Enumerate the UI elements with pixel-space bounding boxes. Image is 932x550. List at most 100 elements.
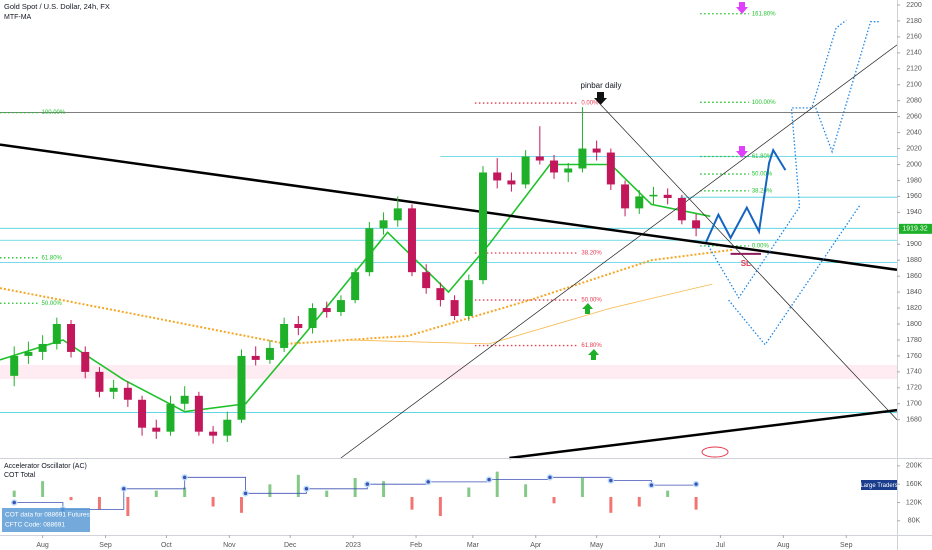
candle-body [351, 272, 360, 301]
legend-label: Large Traders [860, 483, 897, 489]
last-price-label: 1919.32 [902, 226, 927, 233]
candle-body [379, 220, 388, 229]
y-tick-label: 1840 [906, 289, 922, 296]
ac-bar [325, 490, 329, 497]
candle-body [123, 387, 132, 400]
y-tick-label: 2100 [906, 82, 922, 89]
x-tick-label: Jun [654, 542, 665, 549]
y-tick-label: 2120 [906, 66, 922, 73]
candle-body [365, 228, 374, 273]
fib-label: 50.00% [42, 301, 63, 307]
fib-label: 161.80% [752, 11, 776, 17]
ac-bar [552, 497, 556, 504]
info-box [2, 508, 90, 532]
y-tick-label: 1900 [906, 241, 922, 248]
ac-bar [97, 497, 101, 510]
y-tick-label: 1760 [906, 353, 922, 360]
zone [0, 365, 897, 379]
candle-body [635, 196, 644, 209]
info-text: COT data for 088691 Futures [5, 512, 91, 519]
candle-body [138, 399, 147, 428]
y-tick-label: 1980 [906, 177, 922, 184]
x-tick-label: Dec [284, 542, 297, 549]
candle-body [663, 194, 672, 198]
fib-label: 50.00% [581, 298, 602, 304]
candle-body [550, 160, 559, 173]
arrow-icon [736, 146, 748, 158]
ac-bar [268, 484, 272, 497]
candle-body [180, 395, 189, 404]
ac-bar [495, 471, 499, 497]
x-tick-label: Nov [223, 542, 236, 549]
candle-body [393, 208, 402, 221]
ac-bar [69, 497, 73, 501]
candle-body [209, 431, 218, 436]
projection-line [705, 147, 787, 243]
candle-body [422, 272, 431, 289]
ac-bar [41, 481, 45, 497]
y-tick-label: 1680 [906, 417, 922, 424]
ma-line [0, 248, 733, 345]
y-tick-label: 2200 [906, 2, 922, 9]
cot-dot [424, 478, 432, 486]
legend-box [861, 480, 897, 490]
ac-bar [296, 474, 300, 497]
candle-body [436, 288, 445, 301]
ac-bar [183, 487, 187, 497]
ac-bar [240, 497, 243, 513]
fib-label: 38.20% [752, 188, 773, 194]
candle-body [479, 172, 487, 281]
main-pane: 100.00% 61.80% 50.00% 0.00% 38.20% 50.00% 61.8… [0, 11, 898, 460]
ac-bar [637, 497, 641, 507]
cot-dot [692, 480, 700, 488]
candle-body [152, 427, 161, 432]
candle-body [81, 351, 90, 372]
chart-title: Gold Spot / U.S. Dollar, 24h, FX [4, 2, 110, 11]
candle-body [308, 308, 317, 328]
arrow-icon [588, 349, 599, 360]
cot-dot [181, 474, 188, 481]
candle-body [450, 300, 459, 317]
y-tick-label: 2180 [906, 18, 922, 25]
arrow-icon [594, 92, 607, 105]
y-tick-label: 1740 [906, 369, 922, 376]
ac-bar [666, 490, 670, 497]
annotation: pinbar daily [581, 81, 622, 90]
trend-line [0, 143, 898, 272]
ac-bar [353, 478, 357, 497]
candle-body [507, 180, 516, 185]
candle-body [52, 324, 61, 344]
fib-label: 0.00% [581, 101, 599, 107]
x-tick-label: Mar [467, 542, 480, 549]
candle-body [677, 197, 686, 221]
y-tick-label: 120K [906, 499, 923, 506]
axes: 1680 1700 1720 1740 1760 1780 1800 1820 1840 1860… [36, 2, 932, 549]
x-tick-label: Feb [410, 542, 422, 549]
candle-body [692, 220, 701, 229]
x-tick-label: Aug [36, 542, 49, 549]
oscillator-title: Accelerator Oscillator (AC) [4, 463, 87, 470]
candle-body [535, 156, 544, 161]
ac-bar [154, 490, 158, 497]
fib-label: 61.80% [581, 343, 602, 349]
trend-line [509, 408, 898, 460]
y-tick-label: 1820 [906, 305, 922, 312]
ac-bar [12, 490, 16, 497]
x-tick-label: Jul [716, 542, 725, 549]
candle-body [280, 324, 289, 348]
trend-line [340, 44, 898, 459]
ac-bar [694, 497, 698, 510]
oscillator-subtitle: COT Total [4, 472, 36, 479]
trend-line [600, 104, 898, 420]
x-tick-label: May [590, 542, 604, 549]
info-text: CFTC Code: 088691 [5, 522, 65, 529]
y-tick-label: 1800 [906, 321, 922, 328]
candle-body [521, 156, 530, 185]
ac-bar [580, 478, 584, 497]
candle-body [24, 351, 33, 356]
candle-body [407, 208, 416, 273]
candle-body [38, 343, 47, 352]
y-tick-label: 1940 [906, 209, 922, 216]
y-tick-label: 2080 [906, 98, 922, 105]
